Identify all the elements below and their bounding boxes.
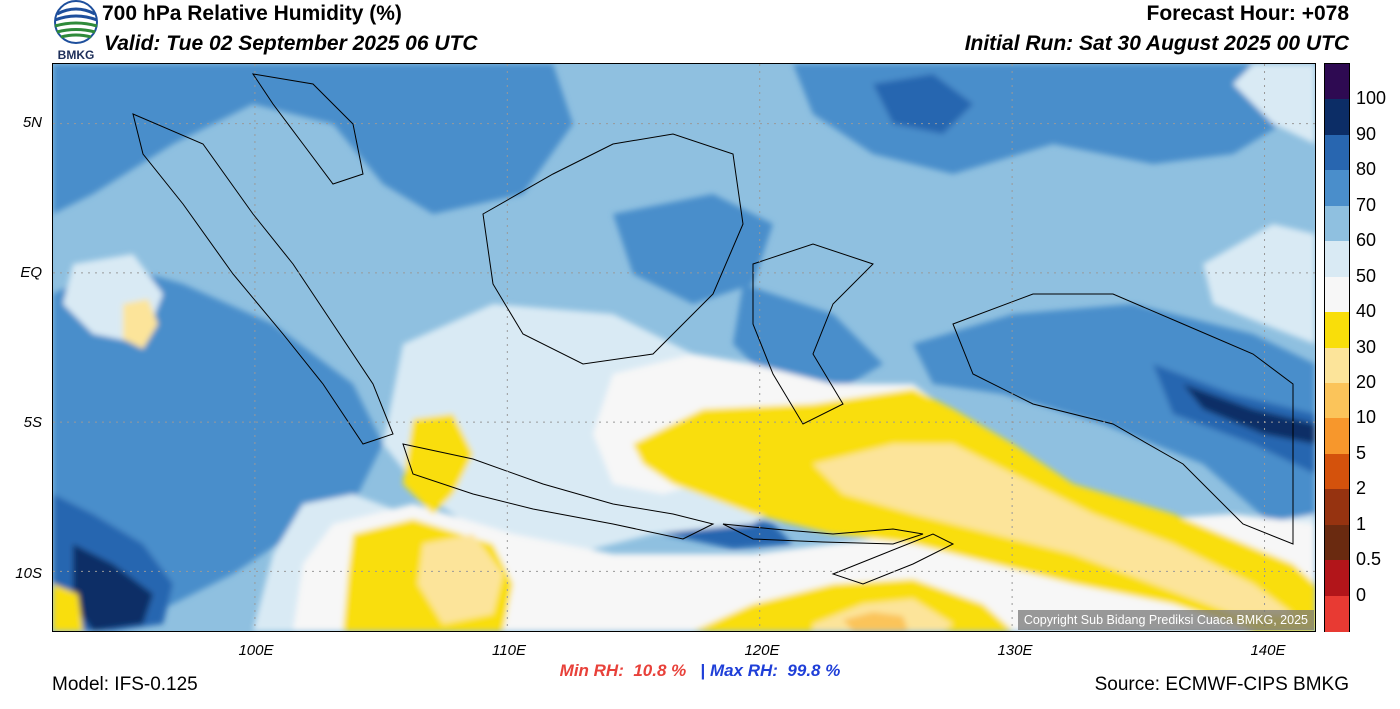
rh-contours [53,64,1315,631]
colorbar-segment [1325,560,1349,597]
borneo-coast [482,133,744,365]
java-coast [402,443,715,540]
min-rh-value: 10.8 % [633,661,687,680]
colorbar-segment [1325,489,1349,526]
stats-separator: | [700,661,706,680]
nusa-tenggara-coast [722,523,924,545]
coastlines [132,73,1294,585]
rh-region-40 [53,584,83,631]
colorbar-label: 0.5 [1356,549,1382,570]
colorbar-label: 70 [1356,194,1377,215]
forecast-hour: Forecast Hour: +078 [1146,2,1350,25]
rh-region-90 [873,74,973,134]
lat-label: 5N [22,114,42,131]
rh-region-80 [613,194,773,304]
colorbar-segment [1325,382,1349,419]
bmkg-logo-text: BMKG [58,48,95,62]
bmkg-logo: BMKG [52,0,100,62]
colorbar-label: 30 [1356,336,1377,357]
lat-label: EQ [20,264,42,281]
colorbar-label: 10 [1356,407,1377,428]
rh-stats: Min RH: 10.8 % | Max RH: 99.8 % [0,661,1400,681]
rh-region-30 [418,534,503,624]
humidity-map-canvas [53,64,1315,631]
copyright-notice: Copyright Sub Bidang Prediksi Cuaca BMKG… [1017,610,1314,630]
lat-label: 10S [15,565,42,582]
rh-region-20 [843,612,908,631]
lon-label: 100E [238,642,274,659]
colorbar-segment [1325,347,1349,384]
lon-label: 140E [1250,642,1286,659]
max-rh-label: Max RH: [709,661,778,680]
colorbar-segment [1325,524,1349,561]
max-rh: Max RH: 99.8 % [710,661,840,680]
rh-region-60 [1233,64,1315,144]
min-rh: Min RH: 10.8 % [560,661,687,680]
sulawesi-coast [752,243,874,425]
lat-label: 5S [23,414,42,431]
colorbar-segment [1325,170,1349,207]
colorbar-label: 50 [1356,265,1377,286]
rh-region-80 [913,304,1315,584]
rh-region-90 [1183,384,1315,444]
rh-region-80 [53,64,573,214]
colorbar-segment [1325,453,1349,490]
min-rh-label: Min RH: [559,661,624,680]
colorbar-label: 100 [1356,88,1387,109]
colorbar-segment [1325,205,1349,242]
map-title: 700 hPa Relative Humidity (%) [102,2,402,25]
rh-region-60 [1203,224,1315,344]
colorbar-segment [1325,418,1349,455]
colorbar-segment [1325,595,1349,632]
colorbar-segment [1325,312,1349,348]
colorbar-segment [1325,134,1349,171]
colorbar-segment [1325,276,1349,313]
valid-time: Valid: Tue 02 September 2025 06 UTC [104,32,478,55]
lon-label: 120E [744,642,780,659]
data-source: Source: ECMWF-CIPS BMKG [1094,674,1349,695]
malay-peninsula-coast [251,73,364,185]
colorbar-label: 20 [1356,371,1377,392]
max-rh-value: 99.8 % [787,661,841,680]
gridlines [53,64,1315,631]
rh-region-40 [403,414,473,514]
sumatra-coast [132,113,394,445]
colorbar-label: 5 [1356,442,1367,463]
colorbar-label: 1 [1356,513,1367,534]
colorbar-label: 80 [1356,159,1377,180]
colorbar [1324,63,1350,632]
rh-region-90 [73,544,153,631]
humidity-map [52,63,1316,632]
colorbar-label: 0 [1356,584,1367,605]
colorbar-label: 40 [1356,301,1377,322]
colorbar-segment [1325,99,1349,136]
colorbar-label: 2 [1356,478,1367,499]
colorbar-label: 60 [1356,230,1377,251]
lon-label: 110E [492,642,526,659]
model-name: Model: IFS-0.125 [52,674,198,695]
colorbar-segment [1325,241,1349,278]
lon-label: 130E [997,642,1033,659]
bmkg-logo-icon: BMKG [54,0,98,62]
colorbar-segment [1325,64,1349,100]
initial-run: Initial Run: Sat 30 August 2025 00 UTC [964,32,1349,55]
rh-region-30 [123,299,158,349]
timor-coast [831,533,955,585]
new-guinea-coast [952,293,1294,545]
colorbar-label: 90 [1356,123,1377,144]
